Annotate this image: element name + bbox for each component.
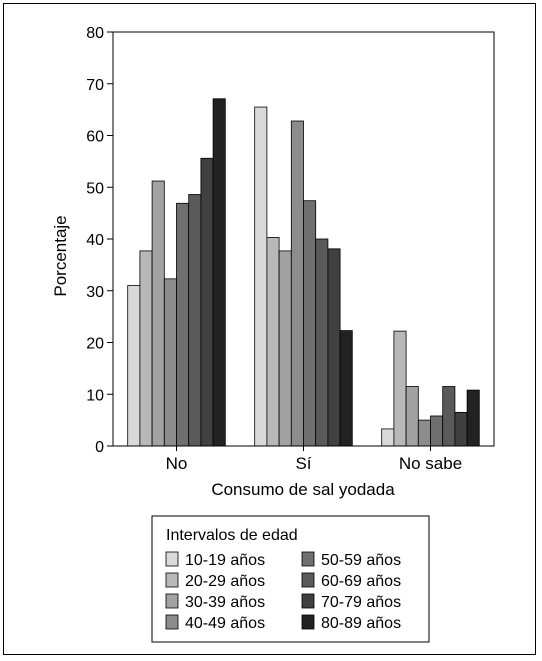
bar <box>212 98 226 447</box>
legend-swatch <box>301 614 315 630</box>
y-tick-label: 60 <box>86 129 104 146</box>
bar <box>266 237 280 447</box>
legend-label: 80-89 años <box>321 615 401 632</box>
x-tick-label: No sabe <box>399 454 462 473</box>
y-axis-label: Porcentaje <box>51 215 70 296</box>
figure-frame <box>3 3 536 655</box>
legend-swatch <box>301 593 315 609</box>
bar <box>327 248 341 447</box>
x-axis-ticks: No Sí No sabe <box>166 446 462 473</box>
legend-swatch <box>165 551 179 567</box>
bar <box>315 238 329 447</box>
legend-box <box>151 515 430 643</box>
bar <box>339 330 353 447</box>
bar <box>430 415 444 447</box>
legend-label: 30-39 años <box>185 594 265 611</box>
bar <box>442 386 456 447</box>
bar <box>290 120 304 447</box>
legend-label: 50-59 años <box>321 552 401 569</box>
y-tick-label: 50 <box>86 180 104 197</box>
x-tick-label: Sí <box>295 454 311 473</box>
legend-title: Intervalos de edad <box>166 527 298 544</box>
bar <box>163 278 177 447</box>
y-tick-label: 40 <box>86 232 104 249</box>
legend-label: 70-79 años <box>321 594 401 611</box>
y-tick-label: 10 <box>86 387 104 404</box>
bar <box>127 285 141 447</box>
legend-swatch <box>165 572 179 588</box>
y-axis-ticks: 0 10 20 30 40 50 60 70 80 <box>86 25 113 456</box>
legend-swatch <box>165 614 179 630</box>
y-tick-label: 20 <box>86 336 104 353</box>
legend: Intervalos de edad 10-19 años 20-29 años 3… <box>151 515 430 643</box>
x-axis-label: Consumo de sal yodada <box>211 480 395 499</box>
x-tick-label: No <box>166 454 188 473</box>
legend-swatch <box>165 593 179 609</box>
y-tick-label: 0 <box>95 439 104 456</box>
bar <box>188 194 202 447</box>
legend-swatch <box>301 572 315 588</box>
y-tick-label: 30 <box>86 284 104 301</box>
bar <box>405 386 419 447</box>
bars <box>127 98 480 447</box>
legend-label: 10-19 años <box>185 552 265 569</box>
legend-swatch <box>301 551 315 567</box>
legend-label: 60-69 años <box>321 573 401 590</box>
bar <box>254 106 268 447</box>
bar <box>466 389 480 447</box>
bar <box>393 330 407 447</box>
bar <box>278 250 292 447</box>
bar <box>200 157 214 447</box>
y-tick-label: 70 <box>86 77 104 94</box>
bar <box>139 250 153 447</box>
bar <box>454 411 468 447</box>
legend-label: 40-49 años <box>185 615 265 632</box>
bar <box>417 419 431 447</box>
legend-label: 20-29 años <box>185 573 265 590</box>
bar <box>151 180 165 447</box>
y-tick-label: 80 <box>86 25 104 42</box>
bar <box>381 428 395 447</box>
bar <box>303 200 317 447</box>
bar <box>176 202 190 447</box>
